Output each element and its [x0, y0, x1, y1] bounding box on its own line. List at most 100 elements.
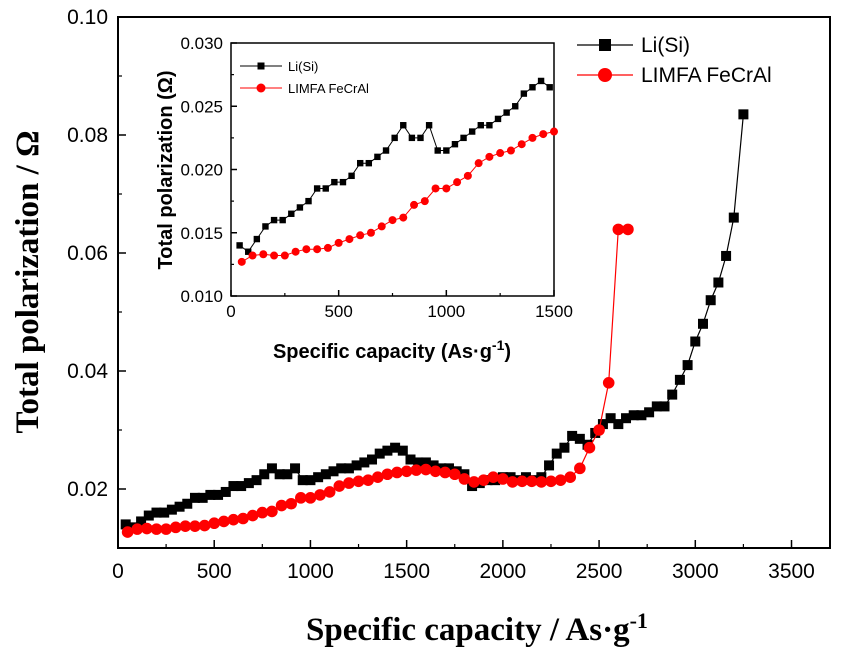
inset-data-point-square — [262, 223, 269, 230]
inset-data-point-circle — [388, 216, 397, 225]
main-data-point-square — [320, 469, 331, 480]
main-data-point-square — [359, 457, 370, 468]
main-data-point-circle — [121, 526, 134, 538]
main-data-point-circle — [381, 468, 394, 481]
inset-data-point-circle — [356, 231, 365, 240]
inset-data-point-square — [494, 115, 502, 123]
inset-data-point-circle — [291, 247, 300, 256]
main-plot-frame — [117, 16, 831, 549]
main-x-tick-label: 3500 — [768, 560, 815, 583]
main-data-point-circle — [439, 466, 451, 479]
main-data-point-circle — [468, 476, 480, 488]
inset-x-axis-title-close: ) — [504, 341, 511, 363]
main-data-point-square — [120, 519, 131, 530]
main-data-point-square — [628, 410, 639, 421]
inset-data-point-square — [236, 242, 243, 249]
main-data-point-square — [574, 433, 585, 444]
inset-data-point-square — [512, 103, 519, 110]
main-x-tick-label: 0 — [112, 560, 124, 583]
main-y-axis-title: Total polarization / Ω — [10, 131, 46, 434]
main-data-point-circle — [266, 505, 278, 518]
main-data-point-square — [374, 448, 385, 459]
inset-data-point-square — [348, 172, 355, 180]
inset-data-point-square — [408, 134, 416, 142]
main-data-point-square — [220, 486, 231, 497]
inset-data-point-square — [365, 159, 373, 167]
main-data-point-circle — [237, 512, 249, 525]
main-data-point-square — [313, 472, 324, 483]
main-data-point-circle — [593, 424, 605, 436]
main-data-point-square — [728, 212, 739, 223]
main-y-tick-label: 0.06 — [67, 242, 108, 265]
inset-x-tick-label: 1000 — [427, 302, 465, 321]
main-data-point-square — [205, 489, 216, 500]
inset-data-point-circle — [248, 251, 257, 260]
main-data-point-square — [274, 469, 285, 480]
inset-data-point-square — [503, 109, 510, 116]
inset-data-point-square — [382, 147, 390, 154]
main-data-point-square — [713, 277, 724, 288]
main-data-point-circle — [574, 462, 586, 475]
inset-x-tick-label: 1500 — [535, 302, 573, 321]
main-data-point-square — [721, 250, 732, 261]
inset-data-point-square — [451, 141, 459, 148]
main-data-point-circle — [564, 471, 577, 484]
main-data-point-circle — [227, 513, 240, 526]
main-data-point-square — [266, 463, 277, 474]
inset-data-point-square — [331, 178, 338, 186]
main-data-point-square — [236, 481, 247, 492]
main-data-point-circle — [612, 223, 625, 236]
main-data-point-square — [243, 478, 254, 489]
main-data-point-square — [690, 336, 701, 347]
main-data-point-square — [382, 445, 393, 456]
inset-data-point-square — [270, 216, 278, 224]
main-data-point-circle — [256, 506, 269, 519]
main-data-point-square — [351, 460, 362, 471]
inset-data-point-circle — [463, 171, 472, 180]
inset-data-point-square — [279, 216, 286, 224]
main-data-point-square — [551, 448, 562, 459]
inset-data-point-circle — [453, 178, 462, 187]
main-data-point-circle — [343, 477, 355, 489]
inset-data-point-circle — [270, 251, 279, 260]
main-data-point-circle — [525, 475, 538, 488]
main-data-point-square — [189, 492, 200, 503]
main-data-point-circle — [285, 497, 297, 510]
inset-data-point-circle — [323, 243, 332, 252]
main-data-point-square — [297, 475, 308, 486]
inset-data-point-circle — [302, 245, 311, 254]
inset-data-point-square — [477, 122, 484, 129]
main-data-point-circle — [506, 476, 519, 488]
inset-y-tick-label: 0.015 — [180, 224, 223, 243]
inset-data-point-circle — [280, 251, 289, 260]
main-data-point-square — [197, 492, 208, 503]
main-data-point-square — [667, 389, 678, 400]
inset-data-point-square — [529, 84, 536, 91]
inset-data-point-square — [313, 185, 321, 192]
main-data-point-square — [367, 454, 378, 465]
main-data-point-square — [143, 510, 154, 521]
main-data-point-square — [228, 481, 239, 492]
main-x-axis-title: Specific capacity / As·g-1 — [306, 608, 648, 648]
main-data-point-square — [420, 457, 431, 468]
inset-data-point-square — [391, 134, 398, 142]
main-data-point-square — [259, 469, 270, 480]
main-data-point-square — [182, 498, 193, 509]
inset-data-point-square — [245, 248, 252, 255]
main-data-point-circle — [218, 515, 230, 528]
main-data-point-circle — [400, 465, 413, 478]
main-data-point-square — [705, 295, 716, 306]
main-data-point-square — [644, 407, 655, 418]
main-data-point-circle — [333, 480, 346, 492]
inset-y-tick-label: 0.010 — [180, 287, 223, 306]
inset-data-point-circle — [506, 146, 515, 155]
main-x-tick-label: 2000 — [480, 560, 527, 583]
inset-data-point-square — [546, 84, 553, 91]
inset-data-point-square — [253, 235, 261, 243]
inset-data-point-circle — [334, 238, 343, 247]
main-data-point-circle — [141, 522, 153, 535]
inset-data-point-square — [520, 90, 528, 97]
main-data-point-circle — [420, 463, 432, 476]
main-data-point-square — [174, 501, 185, 512]
main-data-point-circle — [189, 520, 201, 532]
